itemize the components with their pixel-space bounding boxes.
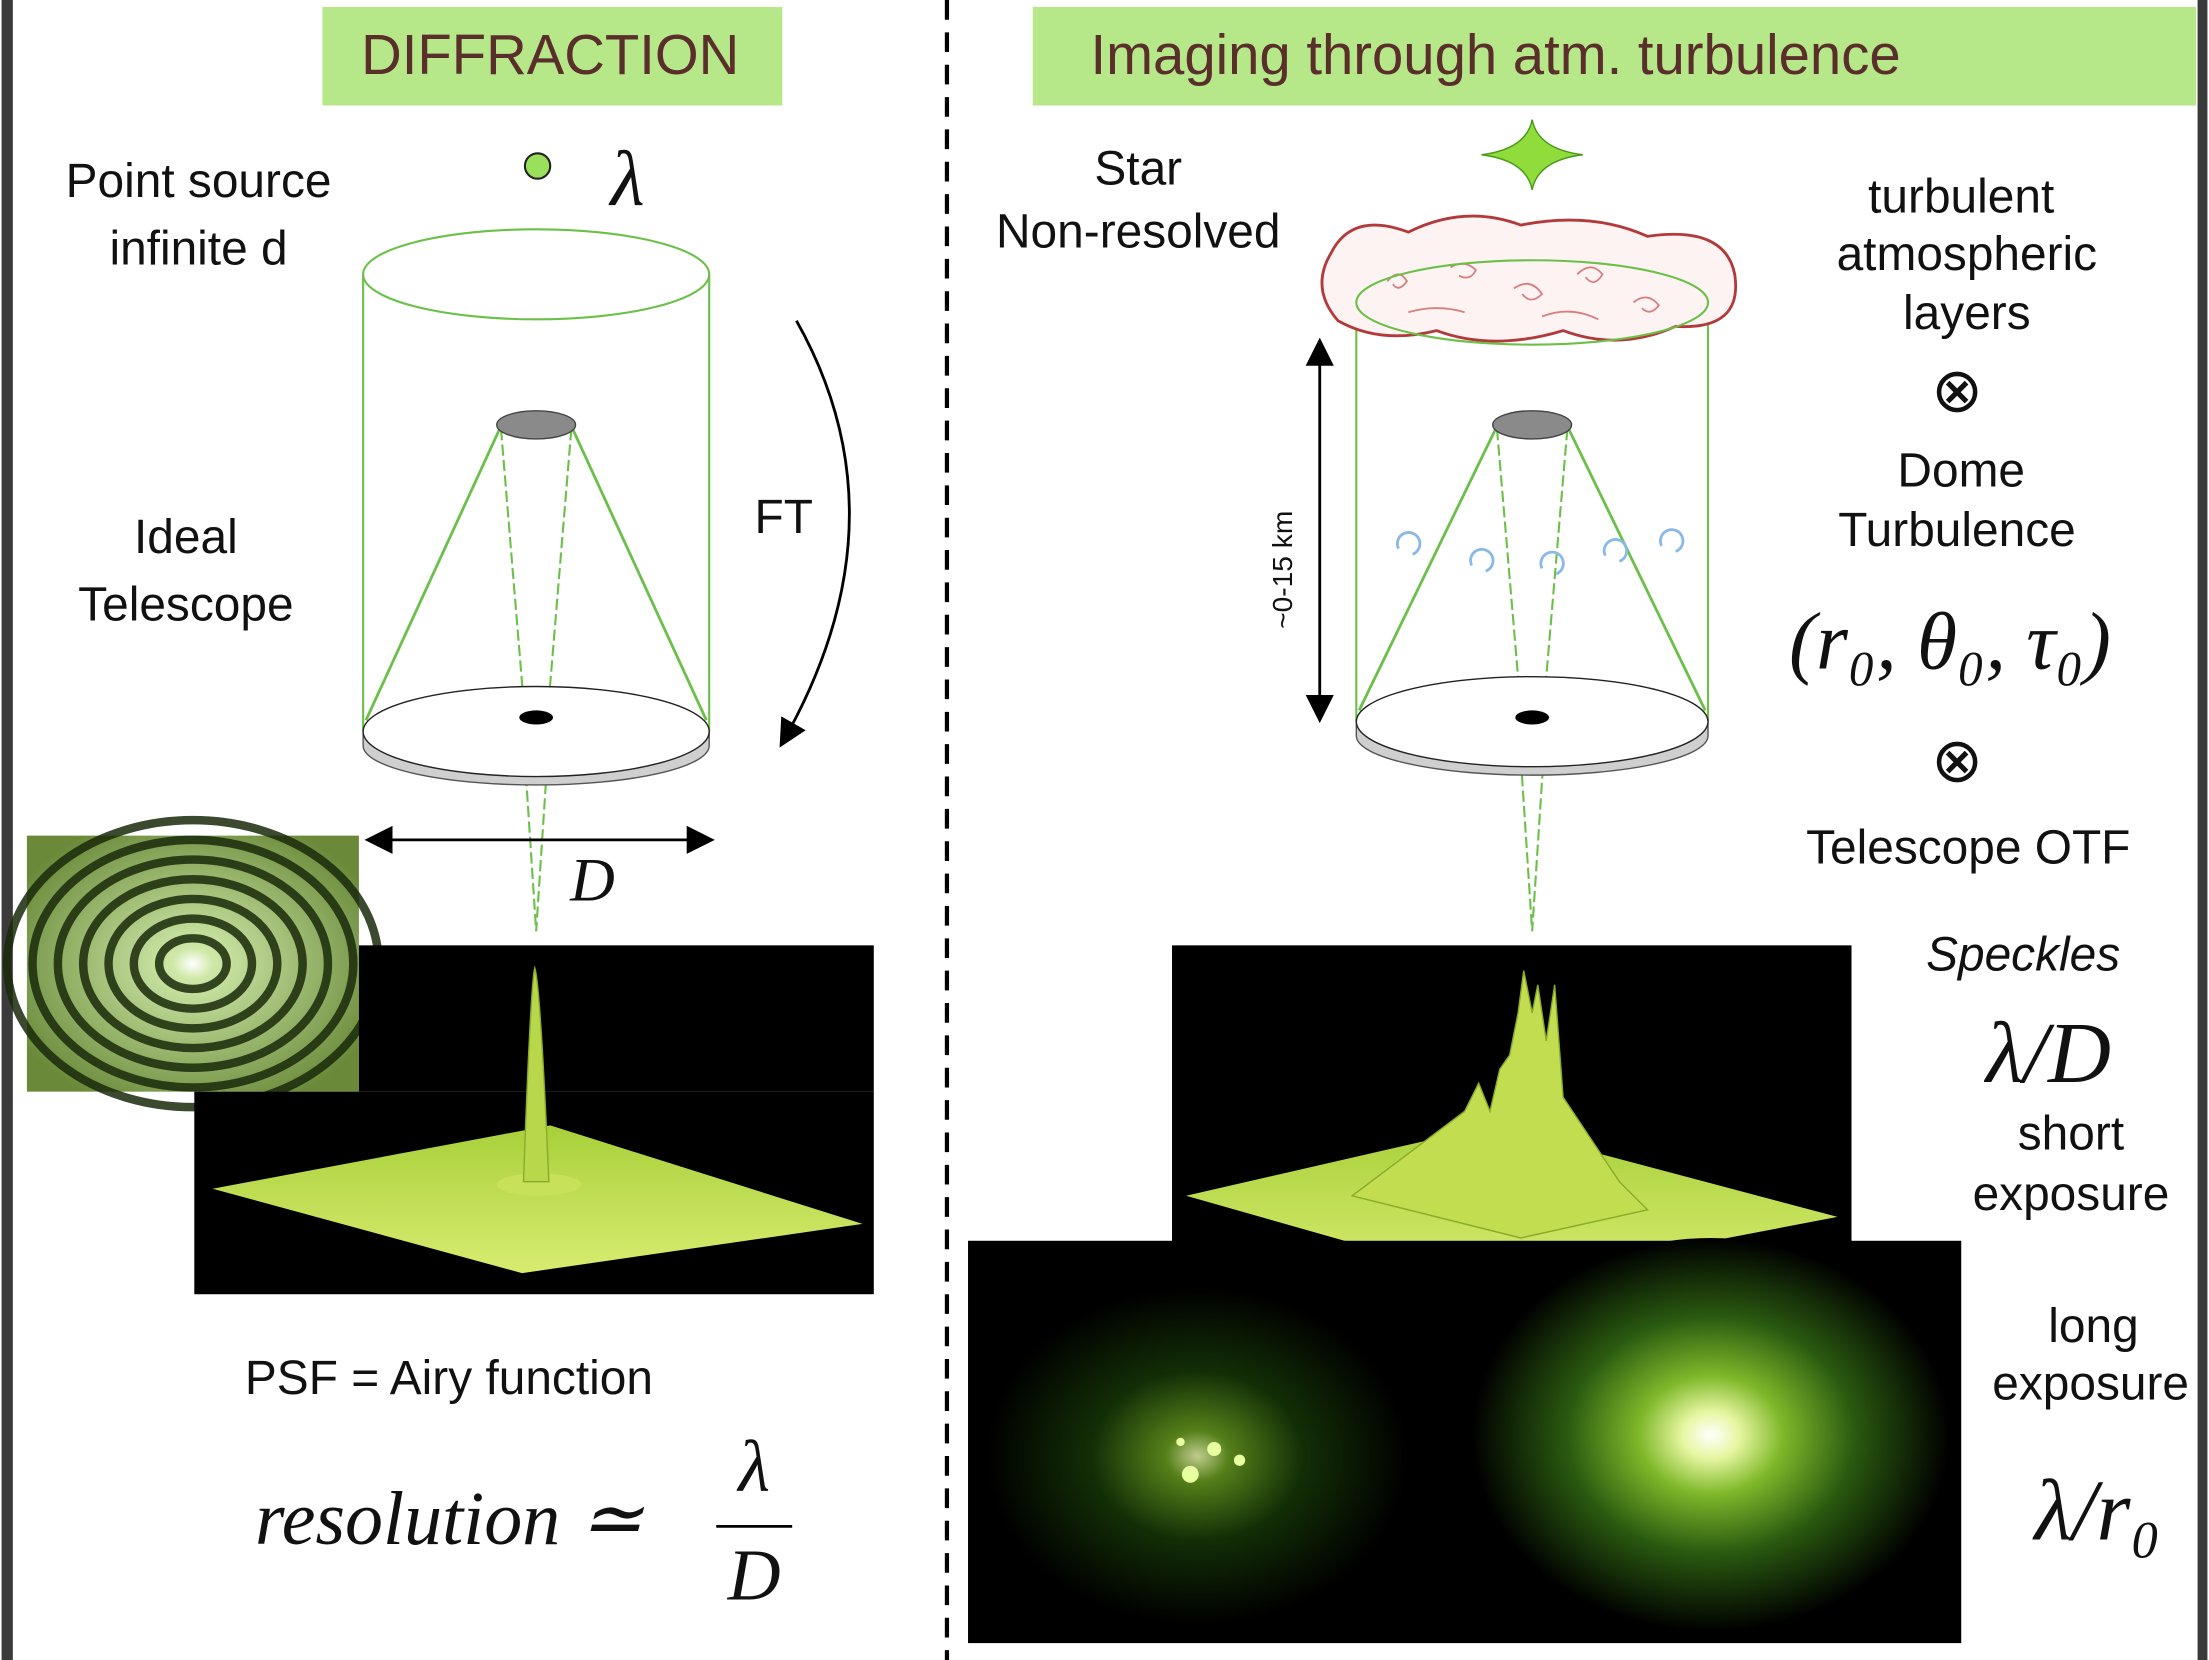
decoration (519, 710, 553, 724)
decoration (1472, 1238, 1950, 1632)
decoration (363, 687, 709, 777)
label: Turbulence (1838, 504, 2076, 557)
formula: λ (736, 1426, 770, 1507)
label: exposure (1992, 1358, 2189, 1411)
label: Dome (1897, 445, 2025, 498)
label: Point source (66, 155, 332, 208)
decoration (359, 945, 874, 1091)
label: Ideal (134, 511, 238, 564)
label: D (569, 846, 615, 914)
panel-title: DIFFRACTION (361, 23, 739, 86)
decoration (1493, 411, 1572, 439)
label: Telescope OTF (1806, 822, 2130, 875)
label: Speckles (1926, 929, 2120, 982)
label: ~0-15 km (1267, 511, 1298, 629)
decoration (2, 0, 13, 1660)
panel-title: Imaging through atm. turbulence (1091, 23, 1901, 86)
label: exposure (1973, 1168, 2170, 1221)
formula: (r₀, θ₀, τ₀) (1789, 596, 2111, 687)
formula: D (727, 1534, 781, 1615)
decoration (2198, 0, 2208, 1660)
operator: ⊗ (1931, 727, 1983, 796)
operator: ⊗ (1931, 357, 1983, 426)
decoration (1515, 710, 1549, 724)
label: Non-resolved (996, 206, 1280, 259)
decoration (1207, 1442, 1221, 1456)
formula: resolution ≃ (255, 1477, 644, 1561)
label: short (2018, 1107, 2124, 1160)
decoration (986, 1287, 1408, 1625)
decoration (1234, 1455, 1245, 1466)
label: Star (1094, 142, 1182, 195)
decoration (1182, 1466, 1199, 1483)
decoration (1176, 1438, 1184, 1446)
diagram: DIFFRACTION Point source infinite d λ FT… (0, 0, 2209, 1660)
label: infinite d (109, 222, 287, 275)
decoration (497, 411, 576, 439)
symbol: λ (609, 136, 645, 223)
label: Telescope (78, 578, 293, 631)
label: long (2048, 1300, 2138, 1353)
formula: λ/D (1983, 1004, 2111, 1101)
label: atmospheric (1837, 228, 2098, 281)
label: layers (1903, 287, 2031, 340)
decoration (525, 153, 550, 178)
label: FT (755, 491, 813, 544)
label: turbulent (1868, 170, 2054, 223)
label: PSF = Airy function (245, 1352, 653, 1405)
formula: λ/r₀ (2032, 1461, 2161, 1558)
